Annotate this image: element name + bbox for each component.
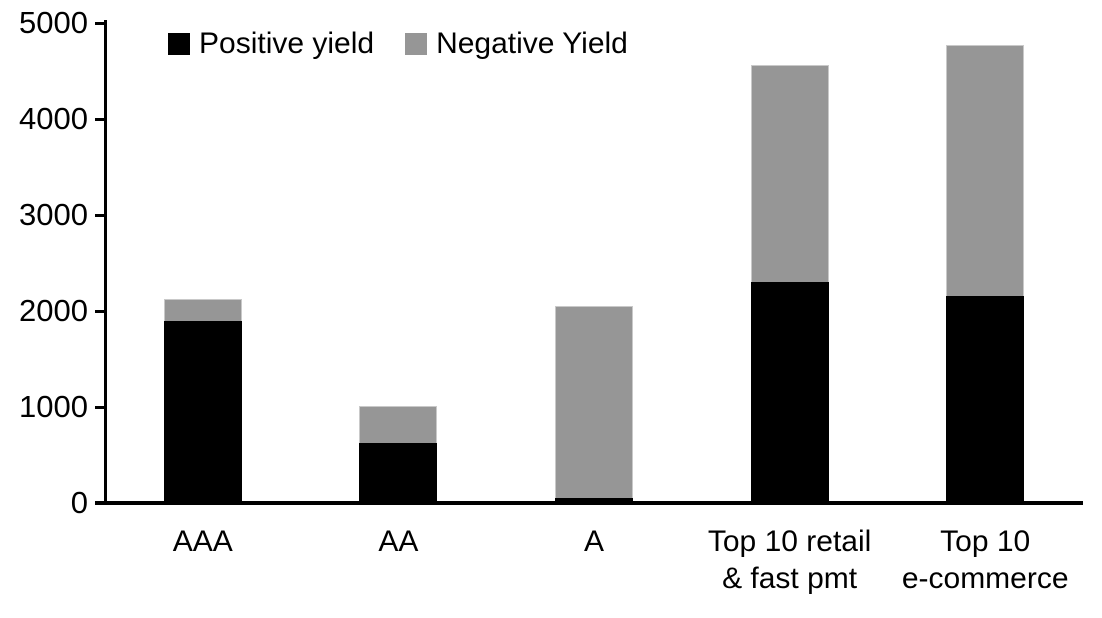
x-axis-line [95,501,1083,505]
y-axis-tick-label: 4000 [19,101,88,136]
positive-yield-swatch-icon [168,33,190,55]
bar-segment-positive-yield [750,282,829,503]
bar-top-10-retail [750,65,829,503]
bar-segment-negative-yield [359,406,438,443]
negative-yield-swatch-icon [405,33,428,55]
bar-aaa [163,298,242,503]
legend-label-negative-yield: Negative Yield [436,27,628,60]
y-axis-tick-label: 0 [70,485,88,520]
bar-top-10 [946,45,1025,503]
y-axis-tick-label: 1000 [19,389,88,424]
y-axis-line [104,20,107,505]
y-axis-tick-label: 5000 [19,5,88,40]
legend-item-positive-yield: Positive yield [168,26,374,62]
y-axis-tick [95,213,105,217]
y-axis-tick [95,117,105,121]
bar-a [555,306,633,503]
bar-segment-positive-yield [555,498,633,503]
x-axis-label: Top 10 retail & fast pmt [707,525,872,595]
legend-item-negative-yield: Negative Yield [405,26,628,62]
bar-segment-positive-yield [163,320,242,503]
bar-segment-negative-yield [750,65,829,283]
legend-label-positive-yield: Positive yield [199,27,375,60]
bar-aa [359,406,438,503]
bar-segment-negative-yield [163,298,242,321]
y-axis-tick [95,309,105,313]
y-axis-tick-label: 2000 [19,293,88,328]
y-axis-tick [95,405,105,409]
bar-segment-positive-yield [946,295,1025,503]
x-axis-label: AA [378,525,419,558]
x-axis-label: Top 10 e-commerce [901,525,1069,595]
x-axis-label: A [583,525,604,558]
y-axis-tick-label: 3000 [19,197,88,232]
x-axis-label: AAA [172,525,233,558]
legend: Positive yield Negative Yield [168,26,628,62]
bar-segment-positive-yield [359,442,438,503]
y-axis-tick [95,21,105,25]
bar-segment-negative-yield [946,45,1025,296]
bar-segment-negative-yield [555,306,633,499]
